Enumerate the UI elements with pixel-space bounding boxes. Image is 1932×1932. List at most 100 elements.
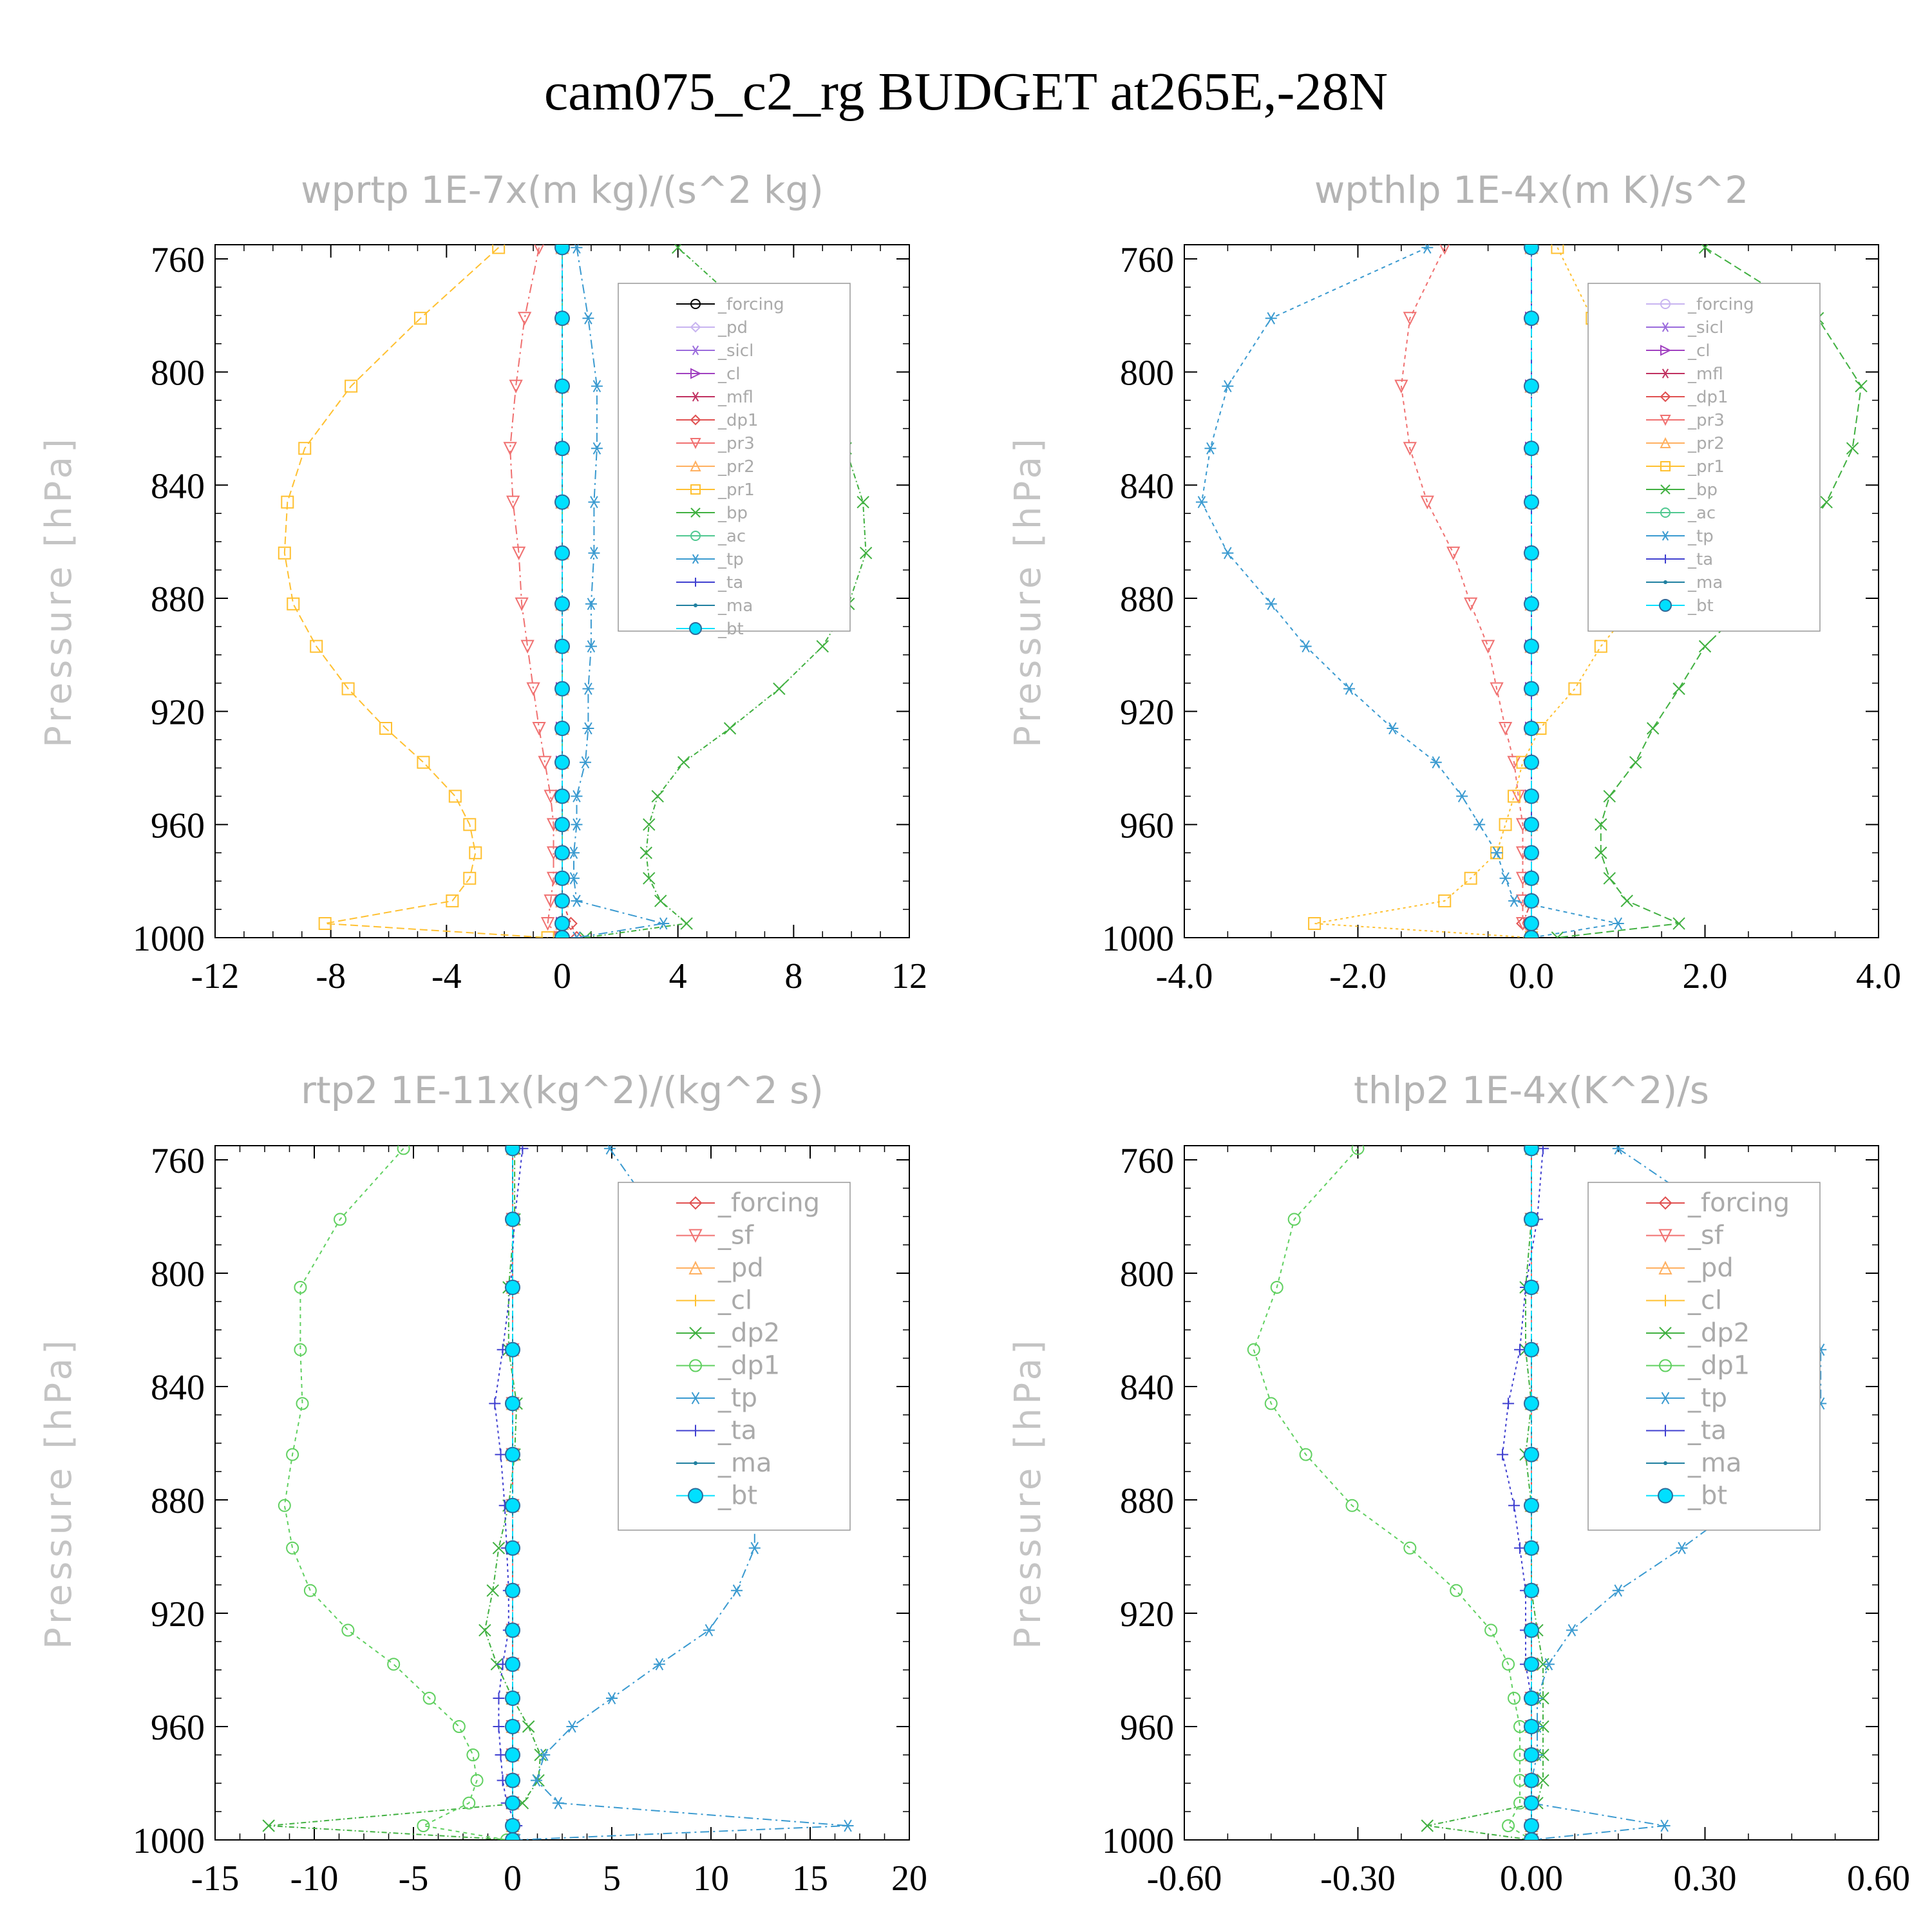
legend-marker	[1663, 580, 1667, 584]
legend-box	[618, 283, 851, 632]
data-point	[1473, 818, 1486, 831]
data-point	[731, 1584, 743, 1597]
legend-marker	[690, 460, 701, 471]
data-point	[816, 639, 829, 653]
legend-marker	[1660, 391, 1671, 402]
legend-entry: _cl	[717, 1286, 752, 1316]
data-point	[493, 1692, 505, 1704]
legend-marker	[1660, 415, 1671, 426]
legend-entry: _sicl	[717, 341, 753, 361]
x-tick-label: 0.00	[1500, 1859, 1563, 1899]
data-point	[520, 639, 535, 654]
data-point	[643, 872, 656, 885]
y-axis-label: Pressure [hPa]	[1007, 435, 1049, 748]
data-point	[1351, 1146, 1365, 1155]
data-point	[286, 1448, 299, 1461]
data-point	[379, 722, 393, 735]
legend-entry: _ma	[1687, 573, 1723, 592]
y-tick-label: 1000	[133, 1821, 205, 1861]
legend-marker	[690, 368, 702, 379]
x-tick-label: 0	[504, 1859, 522, 1899]
data-point	[1524, 1818, 1539, 1833]
data-point	[1456, 790, 1468, 802]
legend-box	[618, 1182, 851, 1531]
legend-entry: _cl	[717, 365, 741, 384]
legend-marker	[690, 438, 701, 450]
data-point	[1524, 440, 1539, 457]
data-point	[703, 1624, 715, 1636]
data-point	[1524, 1747, 1539, 1763]
legend-box	[1587, 283, 1821, 632]
data-point	[534, 245, 544, 255]
legend-entry: _dp2	[717, 1318, 780, 1348]
data-point	[1524, 870, 1539, 886]
legend-entry: _tp	[1687, 527, 1714, 546]
data-point	[495, 1448, 507, 1461]
data-point	[554, 870, 570, 886]
data-point	[723, 722, 737, 735]
legend-marker	[1659, 599, 1672, 612]
data-point	[554, 754, 570, 770]
data-point	[1612, 917, 1624, 930]
data-point	[1222, 380, 1234, 393]
data-point	[540, 917, 555, 931]
data-point	[748, 1542, 761, 1555]
legend-entry: _mfl	[1687, 365, 1723, 384]
legend-entry: _bt	[717, 620, 744, 639]
legend-marker	[690, 531, 701, 541]
data-point	[448, 790, 462, 803]
data-point	[1629, 756, 1642, 769]
data-point	[1403, 442, 1417, 456]
data-point	[1612, 1146, 1624, 1155]
legend: _forcing _sicl _cl _mfl _dp1 _pr3 _pr2 _pr1 _bp _…	[1587, 283, 1821, 632]
data-point	[859, 547, 873, 560]
data-point	[1524, 1690, 1539, 1706]
data-point	[585, 598, 597, 611]
data-point	[1299, 1448, 1312, 1461]
data-point	[1524, 721, 1539, 737]
data-point	[1537, 1774, 1549, 1787]
legend-marker	[1663, 1461, 1667, 1465]
data-point	[554, 930, 570, 938]
x-tick-label: -4	[431, 956, 462, 996]
data-point	[571, 818, 583, 831]
data-point	[1524, 1446, 1539, 1463]
data-point	[1524, 1772, 1539, 1788]
legend-marker	[1661, 531, 1670, 541]
legend-marker	[1660, 299, 1671, 309]
legend-marker	[1660, 507, 1671, 518]
data-point	[505, 1719, 520, 1734]
panel-title: rtp2 1E-11x(kg^2)/(kg^2 s)	[301, 1068, 824, 1112]
legend-entry: _cl	[1687, 341, 1710, 361]
data-point	[653, 1658, 665, 1671]
legend-entry: _pr1	[1687, 457, 1725, 477]
data-point	[1430, 756, 1442, 769]
legend-entry: _dp2	[1687, 1318, 1750, 1348]
x-tick-label: 5	[603, 1859, 621, 1899]
data-point	[603, 1146, 616, 1155]
legend-marker	[690, 1294, 701, 1307]
data-point	[505, 1795, 520, 1811]
data-point	[262, 1819, 275, 1832]
legend: _forcing _pd _sicl _cl _mfl _dp1 _pr3 _pr2 _pr1 _…	[618, 283, 851, 639]
data-point	[505, 1656, 520, 1672]
data-point	[582, 722, 594, 735]
x-tick-label: 0	[553, 956, 571, 996]
data-point	[505, 1341, 520, 1358]
data-point	[522, 1720, 535, 1733]
data-point	[554, 378, 570, 394]
data-point	[582, 683, 594, 696]
data-point	[1498, 722, 1513, 736]
data-point	[658, 917, 670, 930]
data-point	[515, 597, 529, 611]
data-point	[470, 1774, 484, 1787]
data-point	[541, 931, 554, 938]
data-point	[530, 1774, 542, 1787]
data-point	[1491, 846, 1503, 859]
series-line	[283, 1148, 507, 1840]
y-tick-label: 1000	[1102, 1821, 1174, 1861]
data-point	[1446, 546, 1461, 560]
y-axis-label: Pressure [hPa]	[38, 1336, 80, 1649]
data-point	[1270, 1281, 1283, 1294]
legend-marker	[1660, 484, 1671, 495]
